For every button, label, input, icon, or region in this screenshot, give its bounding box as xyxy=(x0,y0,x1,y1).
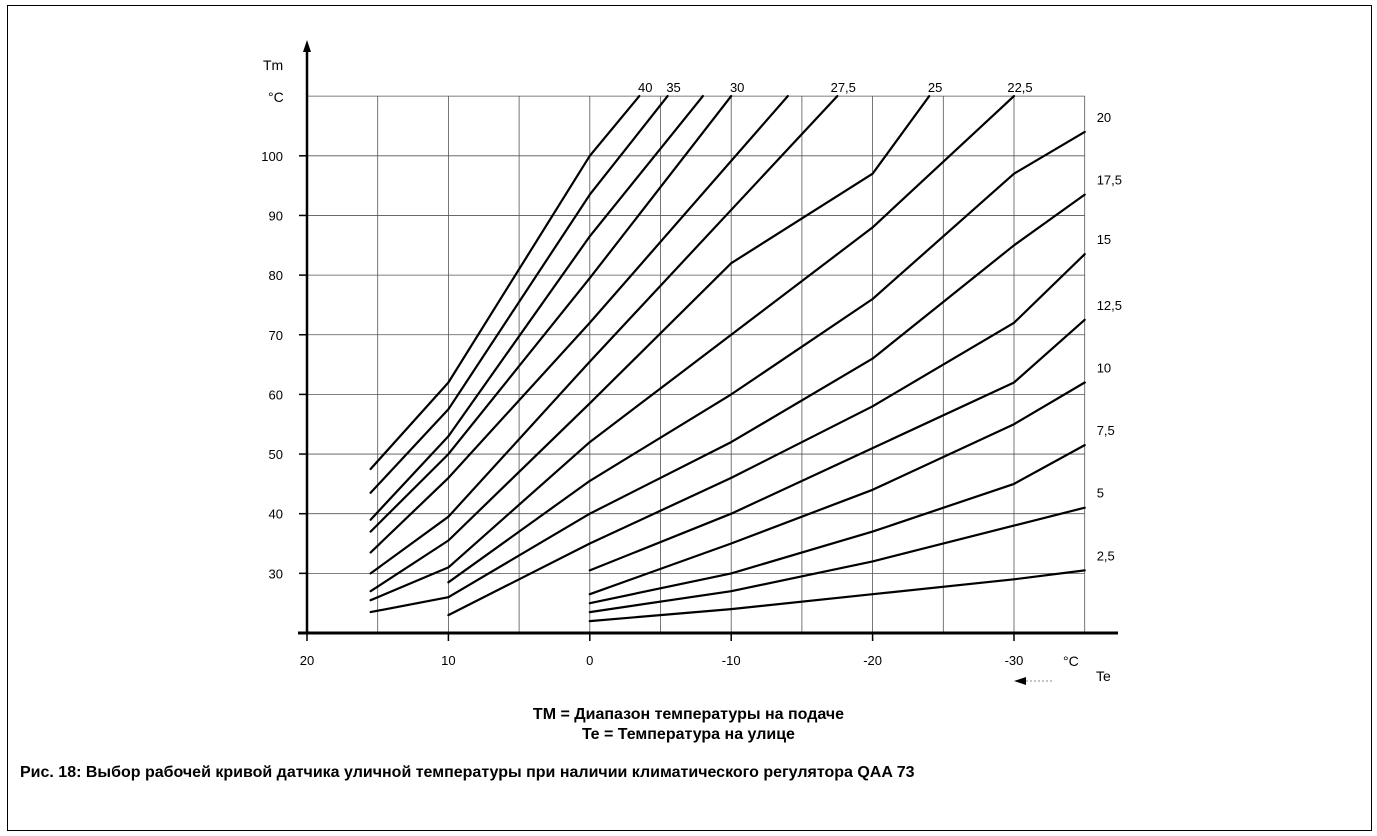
curve-2,5 xyxy=(588,569,1086,623)
curve-40 xyxy=(369,94,641,471)
figure-caption: Рис. 18: Выбор рабочей кривой датчика ул… xyxy=(20,764,915,781)
curve-label: 2,5 xyxy=(1097,548,1115,563)
x-tick-label: 0 xyxy=(586,653,593,668)
curve-label: 35 xyxy=(666,80,680,95)
y-tick-label: 30 xyxy=(269,566,283,581)
curve-30 xyxy=(369,94,733,533)
y-axis-label: Tm xyxy=(263,57,283,73)
curve-12,5 xyxy=(588,318,1086,572)
legend-tm: TM = Диапазон температуры на подаче xyxy=(532,706,845,723)
curve-20 xyxy=(447,130,1086,584)
y-axis-arrow-icon xyxy=(303,40,311,52)
x-tick-label: -20 xyxy=(863,653,882,668)
y-tick-label: 60 xyxy=(269,387,283,402)
curve-labels: 40 35 30 27,5 25 22,5 20 17,5 15 12,5 10 7,5 5 2,5 xyxy=(638,80,1122,563)
curve-35 xyxy=(369,94,669,494)
x-tick-label: 20 xyxy=(300,653,314,668)
x-axis-arrow-icon xyxy=(1014,677,1026,685)
y-tick-label: 50 xyxy=(269,447,283,462)
figure-frame xyxy=(7,5,1372,831)
y-tick-label: 80 xyxy=(269,268,283,283)
curve-label: 27,5 xyxy=(831,80,856,95)
curve-10 xyxy=(588,381,1086,596)
x-tick-label: -10 xyxy=(722,653,741,668)
grid xyxy=(307,95,1086,633)
x-axis-unit: °C xyxy=(1063,653,1079,669)
curve-label: 17,5 xyxy=(1097,173,1122,188)
curve-label: 20 xyxy=(1097,110,1111,125)
x-tick-labels: 20 10 0 -10 -20 -30 xyxy=(300,633,1024,668)
axes xyxy=(298,40,1118,685)
legend-te: Te = Температура на улице xyxy=(582,726,795,743)
curve-unlabeled xyxy=(369,94,705,521)
curves xyxy=(369,94,1086,623)
curve-17,5 xyxy=(369,193,1086,614)
curve-label: 12,5 xyxy=(1097,298,1122,313)
curve-label: 5 xyxy=(1097,486,1104,501)
curve-label: 30 xyxy=(730,80,744,95)
y-tick-label: 40 xyxy=(269,507,283,522)
curve-22,5 xyxy=(369,94,1016,602)
curve-label: 25 xyxy=(928,80,942,95)
curve-label: 7,5 xyxy=(1097,423,1115,438)
curve-label: 40 xyxy=(638,80,652,95)
y-tick-label: 90 xyxy=(269,208,283,223)
curve-label: 22,5 xyxy=(1007,80,1032,95)
curve-label: 10 xyxy=(1097,360,1111,375)
curve-unlabeled xyxy=(369,94,789,554)
y-tick-label: 70 xyxy=(269,328,283,343)
y-tick-label: 100 xyxy=(261,149,283,164)
x-axis-label: Te xyxy=(1096,668,1111,684)
curve-7,5 xyxy=(588,444,1086,605)
y-tick-labels: 30 40 50 60 70 80 90 100 xyxy=(261,149,307,581)
y-axis-unit: °C xyxy=(268,89,284,105)
curve-27,5 xyxy=(369,94,839,575)
curve-25 xyxy=(369,94,931,593)
curve-label: 15 xyxy=(1097,232,1111,247)
axis-names: Tm °C °C Te xyxy=(263,57,1111,684)
x-tick-label: -30 xyxy=(1005,653,1024,668)
curve-5 xyxy=(588,506,1086,614)
x-tick-label: 10 xyxy=(441,653,455,668)
curve-15 xyxy=(447,253,1086,617)
